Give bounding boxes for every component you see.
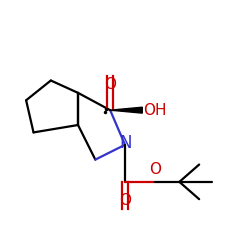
Text: O: O bbox=[104, 77, 116, 92]
Text: O: O bbox=[119, 193, 131, 208]
Text: O: O bbox=[149, 162, 161, 178]
Text: OH: OH bbox=[144, 103, 167, 118]
Text: N: N bbox=[119, 134, 132, 152]
Polygon shape bbox=[110, 107, 142, 113]
